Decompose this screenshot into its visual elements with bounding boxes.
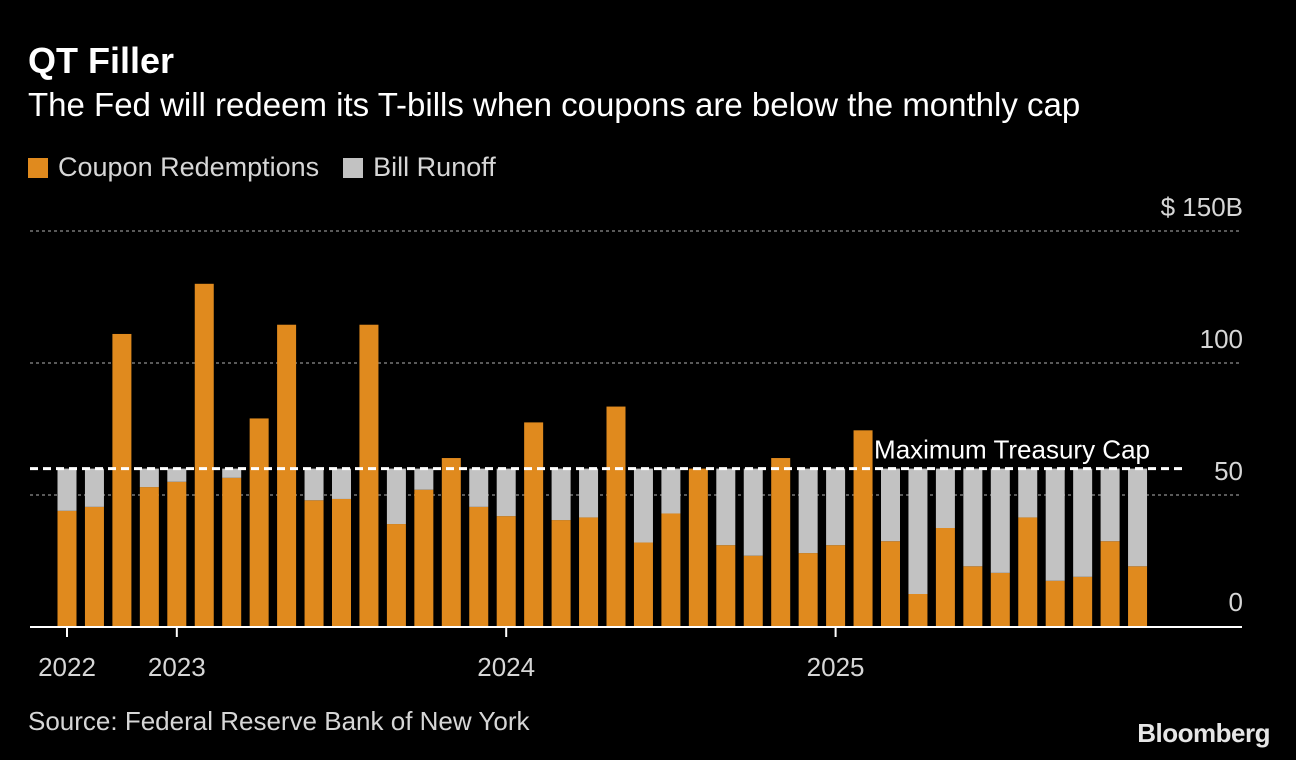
bar-coupon xyxy=(771,458,791,627)
bar-bill xyxy=(1018,468,1038,518)
bar-coupon xyxy=(304,500,324,627)
x-tick-label: 2023 xyxy=(148,652,206,682)
bar-bill xyxy=(798,468,818,554)
bar-coupon xyxy=(84,506,104,627)
bar-coupon xyxy=(908,594,928,627)
bar-bill xyxy=(908,468,928,594)
bar-coupon xyxy=(579,517,599,627)
bar-bill xyxy=(386,468,406,525)
x-tick-label: 2024 xyxy=(477,652,535,682)
bar-bill xyxy=(1100,468,1120,542)
x-tick-label: 2025 xyxy=(807,652,865,682)
bar-coupon xyxy=(1128,566,1148,627)
source-note: Source: Federal Reserve Bank of New York xyxy=(28,706,530,736)
bar-bill xyxy=(551,468,571,521)
bar-coupon xyxy=(496,516,516,627)
bar-coupon xyxy=(688,468,708,627)
bar-coupon xyxy=(414,489,434,627)
bar-coupon xyxy=(798,553,818,627)
bar-coupon xyxy=(1073,576,1093,627)
bar-bill xyxy=(1073,468,1093,577)
chart-title: QT Filler xyxy=(28,40,175,81)
bar-coupon xyxy=(112,333,132,627)
bar-bill xyxy=(222,468,242,478)
bar-coupon xyxy=(935,528,955,627)
cap-label: Maximum Treasury Cap xyxy=(874,435,1150,465)
bar-coupon xyxy=(633,542,653,627)
bar-bill xyxy=(57,468,77,511)
bar-bill xyxy=(1128,468,1148,567)
bar-coupon xyxy=(881,541,900,627)
bar-bill xyxy=(579,468,599,518)
bar-coupon xyxy=(441,458,461,627)
x-tick-label: 2022 xyxy=(38,652,96,682)
bar-bill xyxy=(332,468,351,499)
chart-subtitle: The Fed will redeem its T-bills when cou… xyxy=(28,86,1081,123)
bar-bill xyxy=(633,468,653,543)
bar-coupon xyxy=(990,572,1010,627)
bar-coupon xyxy=(332,498,351,627)
y-tick-label: 100 xyxy=(1200,324,1243,354)
legend-label-coupon: Coupon Redemptions xyxy=(58,152,320,182)
bar-bill xyxy=(469,468,489,507)
bar-bill xyxy=(963,468,983,567)
bar-bill xyxy=(743,468,763,556)
bar-bill xyxy=(496,468,516,517)
bar-coupon xyxy=(359,324,379,627)
bar-coupon xyxy=(853,430,873,627)
bar-coupon xyxy=(661,513,681,627)
bar-coupon xyxy=(1045,580,1065,627)
bar-coupon xyxy=(1100,541,1120,627)
bar-coupon xyxy=(716,545,736,627)
legend-item-bill: Bill Runoff xyxy=(343,152,496,183)
bar-coupon xyxy=(57,510,77,627)
bar-coupon xyxy=(963,566,983,627)
y-tick-label: 50 xyxy=(1214,456,1243,486)
bar-bill xyxy=(716,468,736,546)
bar-bill xyxy=(304,468,324,501)
bar-bill xyxy=(661,468,681,514)
bar-bill xyxy=(990,468,1010,573)
bar-bill xyxy=(167,468,187,482)
bar-coupon xyxy=(194,283,214,627)
bar-bill xyxy=(881,468,900,542)
bar-coupon xyxy=(1018,517,1038,627)
bar-coupon xyxy=(551,520,571,627)
legend-swatch-bill xyxy=(343,157,364,178)
bar-coupon xyxy=(167,481,187,627)
y-tick-label: 0 xyxy=(1229,587,1243,617)
bar-bill xyxy=(826,468,846,546)
bar-bill xyxy=(139,468,159,488)
bar-coupon xyxy=(743,555,763,627)
bar-coupon xyxy=(386,524,406,627)
bar-coupon xyxy=(826,545,846,627)
bar-coupon xyxy=(524,422,544,627)
bar-coupon xyxy=(249,418,269,627)
legend: Coupon Redemptions Bill Runoff xyxy=(28,152,520,183)
bar-coupon xyxy=(139,487,159,627)
bar-bill xyxy=(84,468,104,507)
bar-coupon xyxy=(469,506,489,627)
bar-bill xyxy=(414,468,434,490)
bloomberg-logo: Bloomberg xyxy=(1137,718,1270,748)
legend-item-coupon: Coupon Redemptions xyxy=(28,152,319,183)
bar-coupon xyxy=(222,477,242,627)
legend-label-bill: Bill Runoff xyxy=(373,152,496,182)
bar-bill xyxy=(1045,468,1065,581)
bar-coupon xyxy=(606,406,626,627)
bar-bill xyxy=(935,468,955,528)
legend-swatch-coupon xyxy=(28,157,48,178)
bar-coupon xyxy=(277,324,297,627)
y-tick-label: $ 150B xyxy=(1161,192,1243,222)
